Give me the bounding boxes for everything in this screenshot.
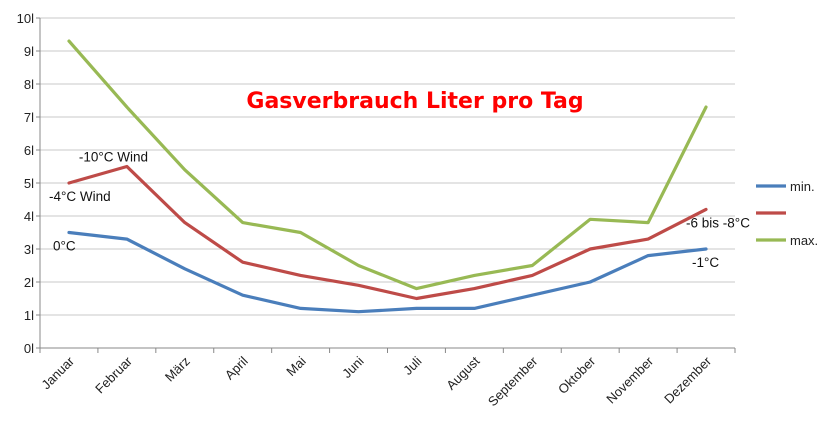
x-tick-label: August [443, 353, 482, 392]
axes [36, 17, 736, 353]
y-tick-label: 6l [24, 143, 34, 158]
y-tick-label: 10l [17, 11, 34, 26]
y-tick-labels: 0l 1l 2l 3l 4l 5l 6l 7l 8l 9l 10l [17, 11, 34, 356]
series-line-3 [67, 39, 708, 291]
x-tick-label: Juni [339, 353, 367, 381]
series-line-1 [67, 230, 708, 314]
y-tick-label: 7l [24, 110, 34, 125]
annotations: -10°C Wind -4°C Wind 0°C -6 bis -8°C -1°C [49, 150, 750, 271]
x-tick-label: Juli [400, 353, 424, 377]
legend-label-3: max. [790, 233, 818, 248]
y-tick-label: 2l [24, 275, 34, 290]
y-tick-label: 4l [24, 209, 34, 224]
y-tick-label: 3l [24, 242, 34, 257]
y-tick-label: 0l [24, 341, 34, 356]
annotation-label: -10°C Wind [79, 150, 148, 165]
annotation-label: -1°C [692, 255, 719, 270]
x-tick-label: Januar [38, 353, 77, 392]
x-tick-label: November [603, 353, 656, 406]
x-tick-label: Februar [92, 353, 135, 396]
annotation-label: -6 bis -8°C [686, 216, 750, 231]
x-tick-label: März [162, 354, 193, 385]
annotation-label: 0°C [53, 239, 76, 254]
x-tick-label: Mai [283, 353, 308, 378]
x-tick-label: April [222, 353, 251, 382]
x-tick-labels: Januar Februar März April Mai Juni Juli August S… [38, 353, 714, 409]
y-tick-label: 8l [24, 77, 34, 92]
x-tick-label: September [485, 353, 541, 409]
y-tick-label: 9l [24, 44, 34, 59]
y-tick-label: 5l [24, 176, 34, 191]
y-tick-label: 1l [24, 308, 34, 323]
legend-label-1: min. [790, 179, 815, 194]
annotation-label: -4°C Wind [49, 189, 111, 204]
x-tick-label: Dezember [661, 353, 714, 406]
legend: min. max. [756, 179, 818, 248]
x-tick-label: Oktober [555, 353, 599, 397]
chart-title: Gasverbrauch Liter pro Tag [246, 89, 583, 114]
series-lines [67, 39, 708, 314]
grid-lines [40, 17, 735, 316]
series-line-2 [67, 164, 708, 301]
